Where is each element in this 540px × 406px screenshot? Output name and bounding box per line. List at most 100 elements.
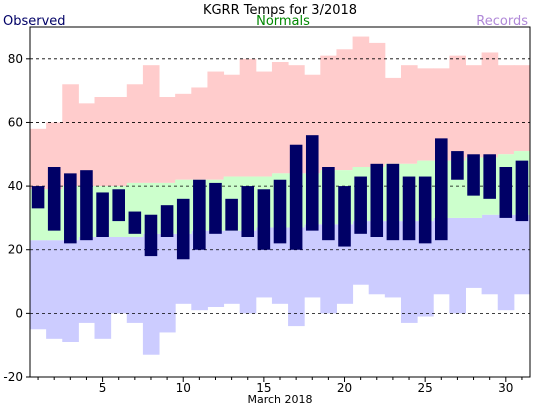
record-high-band-day-31 [513, 65, 531, 152]
record-low-band-day-30 [497, 214, 515, 311]
record-low-band-day-4 [78, 237, 96, 323]
record-high-band-day-7 [126, 84, 144, 183]
observed-bar-day-20 [338, 186, 351, 247]
observed-bar-day-15 [257, 189, 271, 250]
record-low-band-day-12 [207, 230, 225, 307]
record-high-band-day-12 [207, 71, 225, 180]
record-high-band-day-11 [191, 87, 208, 180]
legend-normals: Normals [256, 14, 310, 29]
record-high-band-day-5 [94, 97, 112, 187]
record-low-band-day-24 [400, 221, 418, 323]
record-low-band-day-8 [142, 233, 160, 355]
observed-bar-day-10 [176, 198, 190, 260]
record-low-band-day-13 [223, 230, 241, 304]
legend-records: Records [476, 14, 528, 29]
observed-bar-day-13 [225, 198, 238, 231]
observed-bar-day-14 [241, 186, 255, 237]
record-low-band-day-21 [352, 221, 370, 285]
observed-bar-day-3 [64, 173, 77, 244]
record-low-band-day-28 [465, 217, 483, 288]
record-high-band-day-23 [384, 77, 402, 164]
observed-bar-day-12 [209, 182, 222, 234]
y-tick-label-20: 20 [8, 243, 23, 257]
record-low-band-day-11 [191, 230, 208, 311]
observed-bar-day-19 [322, 167, 335, 241]
record-high-band-day-10 [175, 93, 192, 180]
record-high-band-day-19 [320, 55, 337, 171]
x-axis: 5 10 15 20 25 30 [37, 377, 523, 395]
plot-area: -20 0 20 40 60 80 5 10 15 20 25 30 [3, 26, 531, 395]
record-low-band-day-6 [110, 237, 128, 314]
observed-bar-day-18 [305, 135, 319, 231]
record-low-band-day-29 [481, 214, 499, 295]
observed-bar-day-1 [31, 186, 45, 209]
observed-bar-day-28 [467, 154, 480, 196]
observed-bar-day-5 [96, 192, 109, 237]
record-high-band-day-28 [465, 65, 483, 158]
record-high-band-day-26 [433, 68, 450, 161]
record-low-band-day-3 [62, 240, 79, 342]
record-low-band-day-25 [417, 221, 434, 317]
observed-bar-day-29 [483, 154, 496, 199]
record-high-band-day-1 [30, 128, 47, 190]
record-high-band-day-14 [239, 58, 257, 177]
record-low-band-day-18 [304, 224, 321, 298]
observed-bar-day-31 [515, 160, 529, 222]
record-high-band-day-20 [336, 49, 354, 171]
record-low-band-day-1 [30, 240, 47, 330]
record-high-band-day-6 [110, 97, 128, 187]
observed-bar-day-22 [370, 163, 384, 237]
record-low-band-day-17 [288, 227, 305, 327]
observed-bar-day-7 [128, 211, 142, 234]
record-high-band-day-24 [400, 65, 418, 164]
legend-observed: Observed [3, 14, 66, 29]
y-tick-label-60: 60 [8, 115, 23, 129]
record-high-band-day-29 [481, 52, 499, 158]
observed-bar-day-2 [47, 167, 61, 231]
record-high-band-day-3 [62, 84, 79, 187]
record-high-band-day-25 [417, 68, 434, 161]
observed-bar-day-16 [273, 179, 287, 244]
record-high-band-day-27 [449, 55, 466, 161]
x-tick-label-10: 10 [176, 381, 191, 395]
observed-bar-day-9 [160, 205, 174, 237]
observed-bar-day-30 [499, 167, 513, 218]
record-low-band-day-31 [513, 214, 531, 295]
record-low-band-day-7 [126, 237, 144, 323]
record-high-band-day-22 [368, 42, 386, 168]
observed-bar-day-11 [193, 179, 206, 250]
record-high-band-day-15 [255, 71, 273, 177]
chart-title: KGRR Temps for 3/2018 [203, 3, 357, 18]
y-tick-label-40: 40 [8, 179, 23, 193]
x-tick-label-5: 5 [99, 381, 107, 395]
y-tick-label-0: 0 [15, 306, 23, 320]
y-tick-label-80: 80 [8, 52, 23, 66]
x-axis-label: March 2018 [247, 393, 312, 406]
observed-bar-day-25 [418, 176, 432, 244]
x-tick-label-15: 15 [256, 381, 271, 395]
record-low-band-day-2 [46, 240, 63, 339]
record-low-band-day-14 [239, 230, 257, 314]
record-low-band-day-27 [449, 217, 466, 314]
x-tick-label-25: 25 [418, 381, 433, 395]
record-low-band-day-9 [159, 233, 176, 333]
y-tick-label--20: -20 [3, 370, 23, 384]
record-high-band-day-13 [223, 74, 241, 177]
record-low-band-day-19 [320, 224, 337, 314]
record-low-band-day-5 [94, 237, 112, 339]
observed-bar-day-8 [144, 214, 158, 257]
observed-bar-day-23 [386, 163, 400, 241]
observed-bar-day-24 [402, 176, 416, 241]
record-high-band-day-4 [78, 103, 96, 187]
observed-bars [31, 135, 529, 260]
observed-bar-day-6 [112, 189, 125, 222]
observed-bar-day-27 [451, 151, 464, 180]
observed-bar-day-21 [354, 176, 367, 234]
x-tick-label-20: 20 [337, 381, 352, 395]
record-high-band-day-30 [497, 65, 515, 155]
record-high-band-day-21 [352, 36, 370, 167]
observed-bar-day-26 [435, 138, 448, 241]
record-high-band-day-16 [271, 62, 289, 174]
observed-bar-day-17 [289, 144, 303, 250]
